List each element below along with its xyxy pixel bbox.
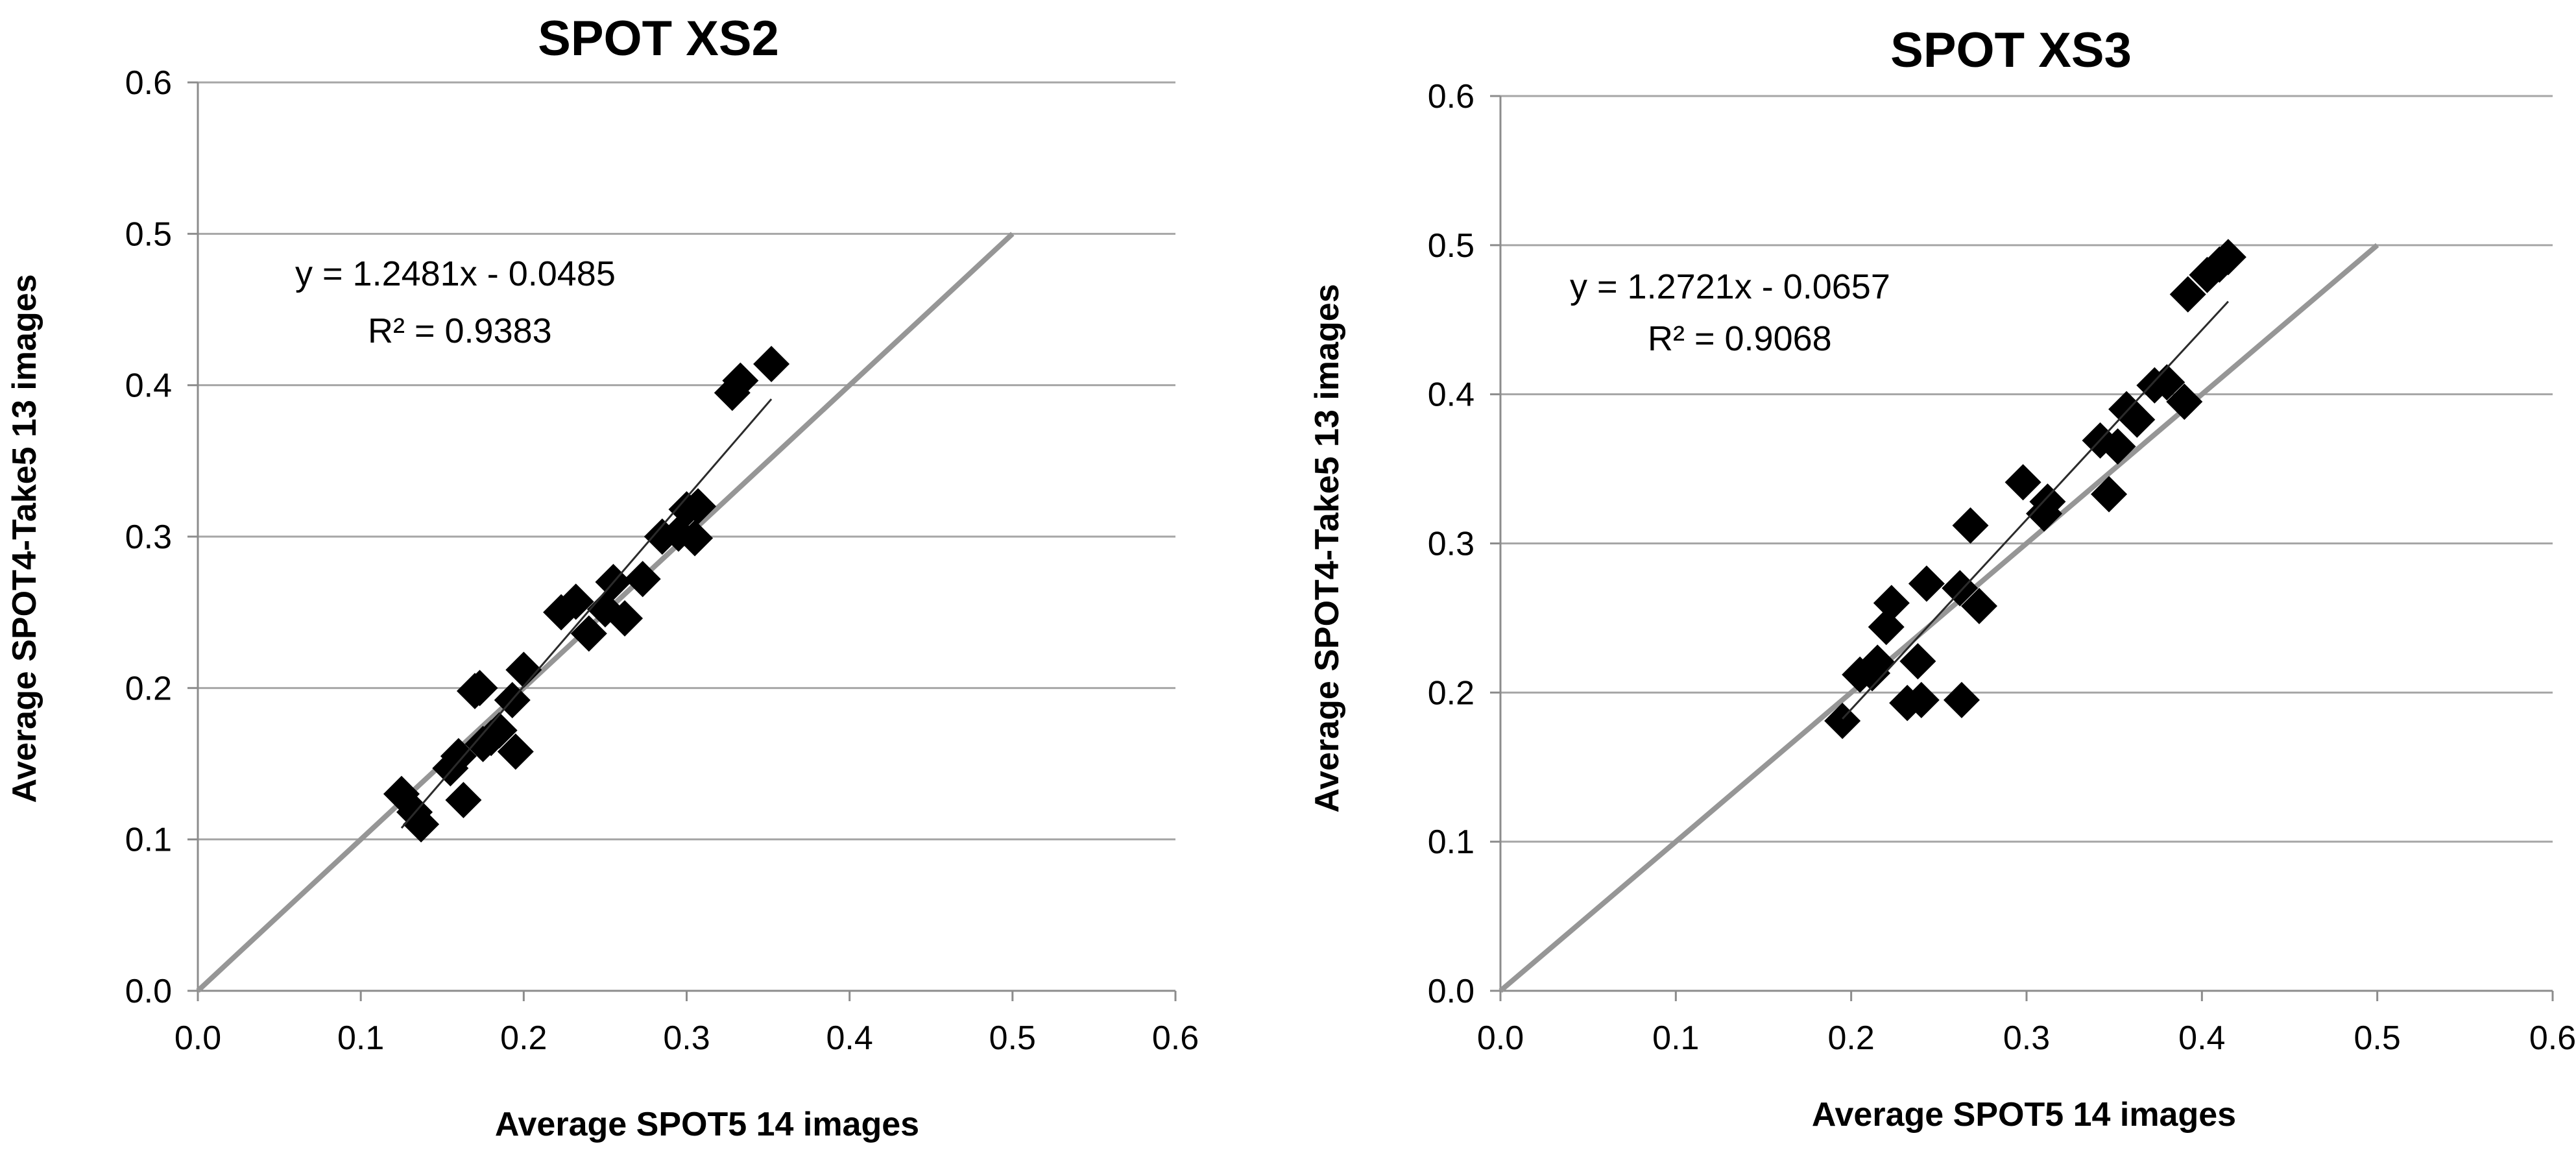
chart-2-x-tick-label: 0.2 bbox=[1828, 1019, 1875, 1057]
chart-2-data-point bbox=[1961, 588, 1998, 625]
chart-2-x-axis-label: Average SPOT5 14 images bbox=[1812, 1096, 2236, 1134]
chart-2-data-point bbox=[1859, 644, 1896, 681]
chart-1-data-point bbox=[607, 600, 644, 637]
chart-2-data-point bbox=[2209, 239, 2246, 276]
chart-1-title: SPOT XS2 bbox=[538, 11, 779, 66]
chart-1-x-axis-label: Average SPOT5 14 images bbox=[495, 1106, 919, 1143]
chart-1-y-tick-label: 0.2 bbox=[125, 670, 172, 707]
chart-1-y-tick-label: 0.0 bbox=[125, 973, 172, 1010]
chart-2-trendline bbox=[1842, 300, 2229, 720]
chart-1-data-point bbox=[680, 488, 717, 525]
chart-2-equation: y = 1.2721x - 0.0657 bbox=[1570, 267, 1890, 306]
chart-2-reference-line bbox=[1499, 243, 2379, 993]
chart-1-y-tick-label: 0.6 bbox=[125, 64, 172, 102]
chart-1-data-point bbox=[461, 670, 498, 707]
chart-2-data-point bbox=[1952, 507, 1989, 544]
chart-1-data-point bbox=[722, 362, 759, 399]
chart-2-data-point bbox=[1943, 681, 1980, 718]
chart-1-data-point bbox=[445, 782, 482, 818]
chart-1-r-squared: R² = 0.9383 bbox=[368, 311, 552, 350]
chart-1-data-point bbox=[753, 346, 790, 382]
chart-1-data-point bbox=[570, 615, 607, 652]
chart-1-equation: y = 1.2481x - 0.0485 bbox=[295, 254, 616, 293]
chart-1-x-tick-label: 0.1 bbox=[337, 1019, 384, 1057]
chart-2-data-point bbox=[1942, 570, 1979, 607]
chart-1-y-tick-label: 0.1 bbox=[125, 821, 172, 859]
chart-2-data-point bbox=[1868, 609, 1905, 646]
chart-2-r-squared: R² = 0.9068 bbox=[1648, 319, 1832, 358]
chart-1-x-tick-label: 0.0 bbox=[175, 1019, 221, 1057]
chart-1-data-point bbox=[481, 712, 518, 749]
chart-2-data-point bbox=[2091, 476, 2128, 513]
chart-2-y-tick-label: 0.2 bbox=[1428, 674, 1475, 712]
chart-2-y-tick-label: 0.4 bbox=[1428, 376, 1475, 414]
chart-2-x-tick-label: 0.0 bbox=[1477, 1019, 1524, 1057]
chart-2-y-tick-label: 0.5 bbox=[1428, 227, 1475, 265]
chart-1-y-axis-label: Average SPOT4-Take5 13 images bbox=[6, 274, 43, 803]
chart-2-y-tick-label: 0.1 bbox=[1428, 823, 1475, 861]
chart-2-data-point bbox=[1824, 703, 1861, 740]
chart-1-data-point bbox=[557, 583, 594, 620]
chart-2-data-point bbox=[2169, 276, 2206, 313]
chart-2-data-point bbox=[1903, 681, 1940, 718]
chart-1-data-point bbox=[624, 561, 661, 598]
chart-2-data-point bbox=[1899, 643, 1936, 680]
chart-2-data-point bbox=[2029, 483, 2066, 520]
chart-2-y-tick-label: 0.0 bbox=[1428, 973, 1475, 1010]
chart-2-data-point bbox=[2149, 364, 2185, 401]
chart-2-y-axis-label: Average SPOT4-Take5 13 images bbox=[1308, 284, 1346, 812]
chart-2-x-tick-label: 0.1 bbox=[1652, 1019, 1699, 1057]
chart-2-data-point bbox=[1908, 565, 1945, 602]
chart-2-data-point bbox=[2099, 428, 2136, 465]
chart-1-x-tick-label: 0.3 bbox=[663, 1019, 710, 1057]
chart-1-data-point bbox=[505, 651, 542, 688]
chart-1-data-point bbox=[497, 733, 534, 770]
chart-1-data-point bbox=[677, 520, 714, 557]
chart-2-y-tick-label: 0.6 bbox=[1428, 78, 1475, 115]
chart-2-data-point bbox=[2166, 383, 2203, 420]
chart-2-x-tick-label: 0.4 bbox=[2178, 1019, 2225, 1057]
chart-2-x-tick-label: 0.5 bbox=[2354, 1019, 2401, 1057]
chart-1-y-tick-label: 0.4 bbox=[125, 367, 172, 405]
chart-2-x-tick-label: 0.3 bbox=[2003, 1019, 2050, 1057]
chart-2-title: SPOT XS3 bbox=[1890, 23, 2132, 78]
chart-1-y-tick-label: 0.3 bbox=[125, 518, 172, 556]
chart-1-y-tick-label: 0.5 bbox=[125, 215, 172, 253]
chart-2-data-point bbox=[1873, 585, 1910, 622]
chart-1-x-tick-label: 0.4 bbox=[826, 1019, 873, 1057]
chart-1-x-tick-label: 0.6 bbox=[1152, 1019, 1199, 1057]
chart-2: 0.0 0.1 0.2 0.3 0.4 0.5 0.6 0.0 0.1 0.2 0.3 0.4 0.5 0… bbox=[1308, 23, 2576, 1134]
chart-2-y-tick-label: 0.3 bbox=[1428, 526, 1475, 563]
chart-2-data-point bbox=[2004, 464, 2041, 501]
chart-1-x-tick-label: 0.5 bbox=[989, 1019, 1036, 1057]
chart-1-x-tick-label: 0.2 bbox=[500, 1019, 547, 1057]
chart-2-x-tick-label: 0.6 bbox=[2529, 1019, 2576, 1057]
chart-1-trendline bbox=[400, 398, 773, 829]
chart-1-data-point bbox=[440, 738, 477, 775]
chart-1: 0.0 0.1 0.2 0.3 0.4 0.5 0.6 0.0 0.1 0.2 0.3 0.4 0.5 0… bbox=[6, 11, 1199, 1143]
